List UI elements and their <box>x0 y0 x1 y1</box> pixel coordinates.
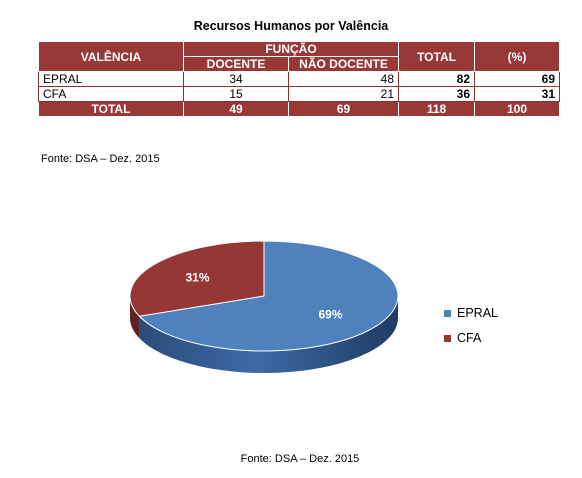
totals-nao-docente: 69 <box>287 101 400 117</box>
table-source: Fonte: DSA – Dez. 2015 <box>41 153 160 165</box>
totals-pct: 100 <box>474 101 561 117</box>
cell-valencia: CFA <box>38 86 184 102</box>
cell-pct: 31 <box>474 86 561 102</box>
header-total: TOTAL <box>398 41 476 72</box>
legend-label: EPRAL <box>457 306 498 320</box>
pie-data-label-epral: 69% <box>318 308 342 322</box>
hr-table: VALÊNCIA FUNÇÃO TOTAL (%) DOCENTE NÃO DO… <box>38 41 561 117</box>
cell-nao-docente: 48 <box>287 71 400 87</box>
totals-row: TOTAL 49 69 118 100 <box>38 101 561 117</box>
totals-label: TOTAL <box>38 101 184 117</box>
cell-docente: 34 <box>183 71 289 87</box>
cell-total: 36 <box>398 86 476 102</box>
legend-item-epral: EPRAL <box>444 306 498 320</box>
pie-slice-cfa <box>129 240 265 317</box>
cell-nao-docente: 21 <box>287 86 400 102</box>
legend-label: CFA <box>457 331 482 345</box>
header-pct: (%) <box>474 41 561 72</box>
pie-side-epral <box>139 296 398 373</box>
table-title: Recursos Humanos por Valência <box>193 19 389 33</box>
pie-data-label-cfa: 31% <box>185 270 209 284</box>
cell-pct: 69 <box>474 71 561 87</box>
header-funcao: FUNÇÃO <box>182 41 400 57</box>
table-row: EPRAL 34 48 82 69 <box>38 71 561 87</box>
pie-slice-epral <box>138 240 399 352</box>
cell-valencia: EPRAL <box>38 71 184 87</box>
legend-item-cfa: CFA <box>444 331 481 345</box>
header-docente: DOCENTE <box>183 56 289 72</box>
chart-source: Fonte: DSA – Dez. 2015 <box>240 453 360 465</box>
table-row: CFA 15 21 36 31 <box>38 86 561 102</box>
header-nao-docente: NÃO DOCENTE <box>287 56 400 72</box>
legend-swatch <box>444 335 451 343</box>
totals-total: 118 <box>398 101 476 117</box>
legend-swatch <box>444 310 451 318</box>
